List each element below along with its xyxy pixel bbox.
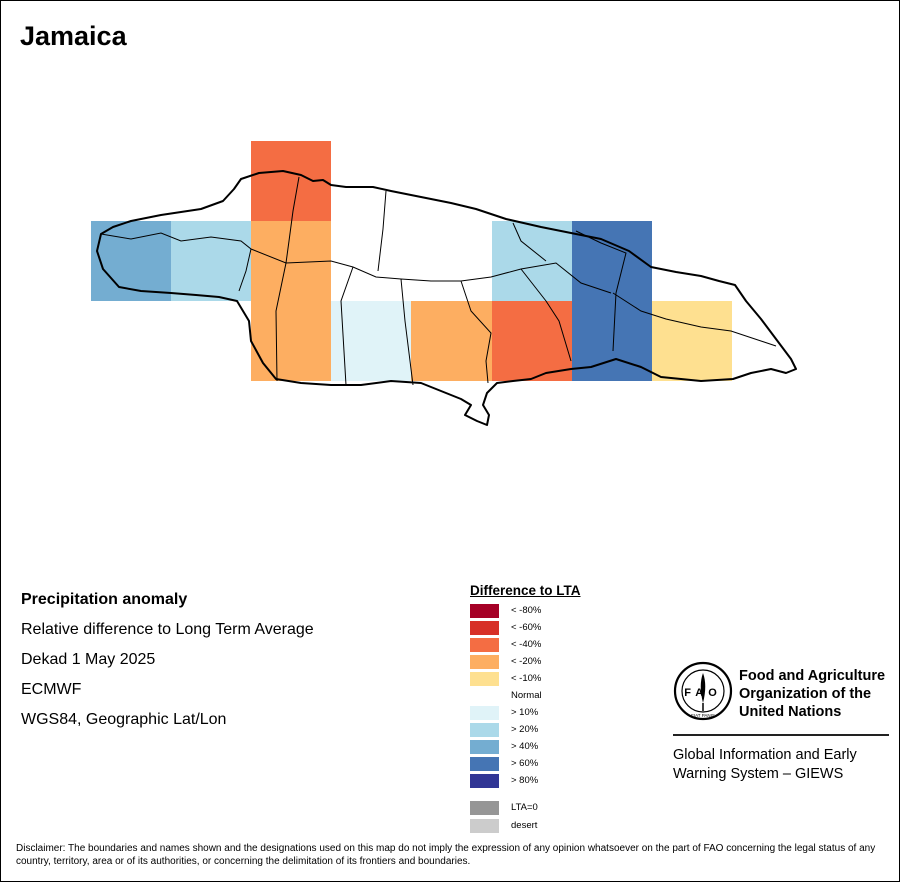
- info-projection: WGS84, Geographic Lat/Lon: [21, 711, 227, 728]
- org-name: Food and Agriculture Organization of the…: [739, 667, 885, 721]
- legend-swatch: [470, 604, 499, 618]
- legend-label: > 20%: [511, 724, 539, 735]
- legend-swatch: [470, 706, 499, 720]
- org-name-line3: United Nations: [739, 704, 842, 720]
- legend-label: > 80%: [511, 775, 539, 786]
- legend-swatch: [470, 672, 499, 686]
- legend-label: Normal: [511, 690, 542, 701]
- grid-cell-r2-c4: [411, 301, 492, 381]
- system-name-line1: Global Information and Early: [673, 747, 857, 763]
- legend-label: > 10%: [511, 707, 539, 718]
- legend-label: LTA=0: [511, 802, 538, 813]
- system-name: Global Information and Early Warning Sys…: [673, 746, 857, 784]
- grid-cell-r2-c5: [492, 301, 572, 381]
- legend-swatch: [470, 774, 499, 788]
- legend-label: < -60%: [511, 622, 542, 633]
- map-title: Jamaica: [20, 21, 127, 51]
- grid-cell-r2-c6: [572, 301, 652, 381]
- legend-title: Difference to LTA: [470, 583, 581, 598]
- legend-label: < -80%: [511, 605, 542, 616]
- jamaica-coastline: [96, 170, 797, 426]
- anomaly-grid: [91, 141, 732, 381]
- org-name-line1: Food and Agriculture: [739, 668, 886, 684]
- legend-swatch: [470, 689, 499, 703]
- disclaimer: Disclaimer: The boundaries and names sho…: [16, 843, 876, 867]
- legend-label: < -10%: [511, 673, 542, 684]
- grid-cell-r2-c3: [331, 301, 411, 381]
- grid-cell-r2-c2: [251, 301, 331, 381]
- legend-label: desert: [511, 820, 538, 831]
- fao-logo-motto: FIAT PANIS: [691, 713, 715, 718]
- legend-swatch: [470, 819, 499, 833]
- legend-label: > 60%: [511, 758, 539, 769]
- info-title: Precipitation anomaly: [21, 591, 188, 608]
- parish-boundary: [100, 176, 777, 386]
- info-subtitle: Relative difference to Long Term Average: [21, 621, 314, 638]
- map-canvas: [91, 141, 797, 426]
- grid-cell-r1-c1: [171, 221, 251, 301]
- org-name-line2: Organization of the: [739, 686, 872, 702]
- info-period: Dekad 1 May 2025: [21, 651, 156, 668]
- legend-swatch: [470, 723, 499, 737]
- legend-label: > 40%: [511, 741, 539, 752]
- info-source: ECMWF: [21, 681, 82, 698]
- divider: [673, 734, 889, 736]
- system-name-line2: Warning System – GIEWS: [673, 766, 844, 782]
- grid-cell-r1-c5: [492, 221, 572, 301]
- legend-swatch: [470, 638, 499, 652]
- map-info-block: Precipitation anomaly Relative differenc…: [21, 589, 314, 739]
- grid-cell-r2-c7: [652, 301, 732, 381]
- legend-swatch: [470, 740, 499, 754]
- grid-cell-r1-c2: [251, 221, 331, 301]
- legend: Difference to LTA < -80% < -60% < -40% < -2…: [470, 583, 670, 833]
- fao-logo-letters: FAO: [684, 687, 722, 699]
- legend-label: < -40%: [511, 639, 542, 650]
- grid-cell-r1-c6: [572, 221, 652, 301]
- legend-swatch: [470, 801, 499, 815]
- legend-label: < -20%: [511, 656, 542, 667]
- legend-swatch: [470, 757, 499, 771]
- fao-logo-icon: FAO FIAT PANIS: [673, 661, 733, 721]
- legend-swatch: [470, 655, 499, 669]
- legend-swatch: [470, 621, 499, 635]
